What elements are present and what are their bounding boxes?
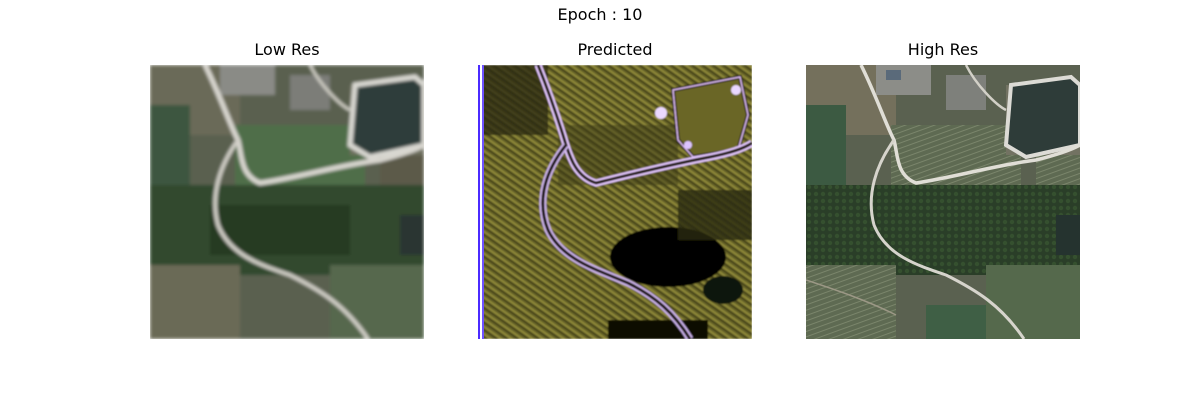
high-res-image bbox=[806, 65, 1080, 339]
panel-high-res: High Res bbox=[806, 38, 1080, 339]
low-res-image bbox=[150, 65, 424, 339]
predicted-image bbox=[478, 65, 752, 339]
figure-suptitle: Epoch : 10 bbox=[557, 5, 643, 24]
panel-predicted: Predicted bbox=[478, 38, 752, 339]
panel-title-predicted: Predicted bbox=[577, 40, 653, 59]
panel-title-low-res: Low Res bbox=[254, 40, 320, 59]
panel-low-res: Low Res bbox=[150, 38, 424, 339]
panel-title-high-res: High Res bbox=[907, 40, 979, 59]
